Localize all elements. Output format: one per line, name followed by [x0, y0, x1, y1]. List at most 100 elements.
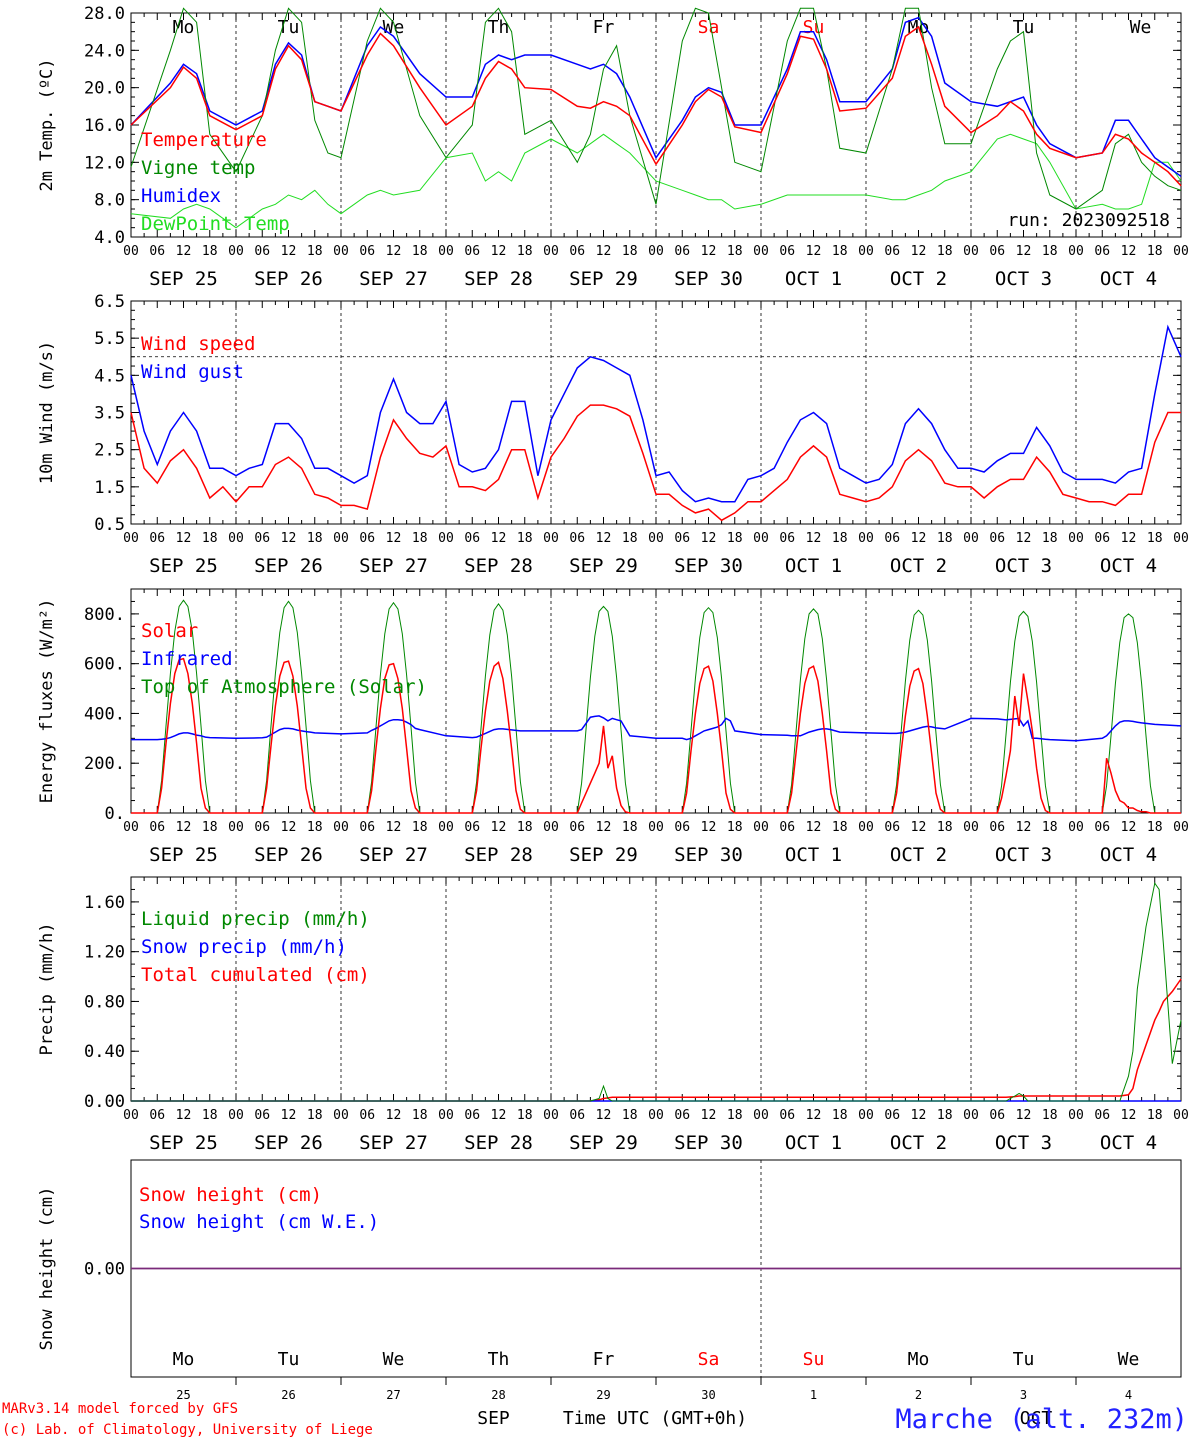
hour-tick-label: 00	[648, 1108, 664, 1123]
panel-4: 0.00 0.40 0.80 1.20 1.60 Precip (mm/h) 00 06 12 1…	[37, 876, 1189, 1154]
hour-tick-label: 00	[543, 531, 559, 546]
hour-tick-label: 12	[806, 531, 822, 546]
hour-tick-label: 12	[491, 244, 507, 259]
hour-tick-label: 06	[464, 531, 480, 546]
footer: MARv3.14 model forced by GFS (c) Lab. of…	[2, 1401, 1188, 1438]
legend-entry: Temperature	[141, 129, 267, 151]
series-line	[130, 7, 1182, 210]
weekday-label: Tu	[1013, 17, 1035, 38]
panel-3: 0. 200. 400. 600. 800. Energy fluxes (W/m²) 00…	[37, 588, 1189, 866]
hour-tick-label: 06	[674, 820, 690, 835]
legend-entry: Total cumulated (cm)	[141, 964, 370, 986]
hour-tick-label: 18	[202, 820, 218, 835]
date-label: SEP 28	[464, 844, 533, 866]
hour-tick-label: 00	[858, 244, 874, 259]
hour-tick-label: 00	[438, 820, 454, 835]
hour-tick-label: 00	[1068, 244, 1084, 259]
hour-tick-label: 18	[517, 820, 533, 835]
date-label: OCT 2	[890, 555, 947, 577]
legend-entry: DewPoint Temp	[141, 213, 290, 235]
hour-tick-label: 12	[596, 1108, 612, 1123]
hour-tick-label: 12	[806, 244, 822, 259]
hour-tick-label: 12	[911, 531, 927, 546]
day-number: 26	[281, 1388, 295, 1402]
hour-tick-label: 00	[438, 531, 454, 546]
hour-tick-label: 06	[779, 244, 795, 259]
y-tick-label: 800.	[84, 605, 125, 625]
y-tick-label: 5.5	[94, 329, 125, 349]
hour-tick-label: 00	[1173, 244, 1189, 259]
station-label: Marche (alt. 232m)	[895, 1404, 1188, 1435]
hour-tick-label: 18	[202, 244, 218, 259]
date-label: OCT 4	[1100, 1132, 1157, 1154]
legend-entry: Solar	[141, 620, 198, 642]
hour-tick-label: 12	[176, 1108, 192, 1123]
hour-tick-label: 12	[386, 1108, 402, 1123]
hour-tick-label: 12	[806, 820, 822, 835]
hour-tick-label: 12	[911, 1108, 927, 1123]
hour-tick-label: 12	[911, 820, 927, 835]
hour-tick-label: 00	[753, 531, 769, 546]
plot-frame	[130, 300, 1182, 525]
date-label: SEP 26	[254, 844, 323, 866]
date-label: SEP 29	[569, 1132, 638, 1154]
hour-tick-label: 18	[202, 531, 218, 546]
series-line	[130, 324, 1182, 503]
y-tick-label: 0.	[105, 804, 125, 824]
date-label: OCT 3	[995, 555, 1052, 577]
hour-tick-label: 12	[281, 244, 297, 259]
hour-tick-label: 06	[569, 1108, 585, 1123]
weekday-label: Fr	[593, 1349, 615, 1370]
date-label: SEP 30	[674, 1132, 743, 1154]
hour-tick-label: 18	[1042, 820, 1058, 835]
date-label: OCT 4	[1100, 844, 1157, 866]
hour-tick-label: 12	[176, 820, 192, 835]
series-line	[131, 881, 1182, 1102]
hour-tick-label: 18	[622, 531, 638, 546]
date-label: OCT 2	[890, 1132, 947, 1154]
hour-tick-label: 06	[989, 1108, 1005, 1123]
date-label: SEP 27	[359, 844, 428, 866]
month-label: OCT	[1020, 1408, 1053, 1429]
legend-entry: Humidex	[141, 185, 221, 207]
day-number: 29	[596, 1388, 610, 1402]
hour-tick-label: 12	[281, 531, 297, 546]
hour-tick-label: 06	[359, 820, 375, 835]
hour-tick-label: 18	[937, 820, 953, 835]
date-label: OCT 1	[785, 268, 842, 290]
hour-tick-label: 18	[412, 820, 428, 835]
hour-tick-label: 06	[254, 531, 270, 546]
y-axis-title: 10m Wind (m/s)	[37, 341, 57, 484]
y-tick-label: 16.0	[84, 116, 125, 136]
date-label: SEP 25	[149, 844, 218, 866]
date-label: SEP 26	[254, 268, 323, 290]
hour-tick-label: 18	[727, 531, 743, 546]
date-label: OCT 2	[890, 844, 947, 866]
day-number: 3	[1020, 1388, 1027, 1402]
weekday-label: Tu	[278, 17, 300, 38]
weekday-label: We	[1130, 17, 1152, 38]
hour-tick-label: 00	[963, 1108, 979, 1123]
hour-tick-label: 06	[1094, 531, 1110, 546]
hour-tick-label: 12	[806, 1108, 822, 1123]
legend-entry: Wind gust	[141, 361, 244, 383]
hour-tick-label: 18	[307, 531, 323, 546]
date-label: SEP 30	[674, 555, 743, 577]
hour-tick-label: 18	[727, 244, 743, 259]
hour-tick-label: 12	[701, 531, 717, 546]
hour-tick-label: 18	[412, 1108, 428, 1123]
hour-tick-label: 06	[674, 244, 690, 259]
hour-tick-label: 06	[779, 820, 795, 835]
weekday-label: We	[1118, 1349, 1140, 1370]
hour-tick-label: 00	[858, 1108, 874, 1123]
hour-tick-label: 06	[1094, 1108, 1110, 1123]
hour-tick-label: 12	[1121, 820, 1137, 835]
hour-tick-label: 06	[464, 1108, 480, 1123]
legend-entry: Top of Atmosphere (Solar)	[141, 676, 427, 698]
hour-tick-label: 00	[123, 1108, 139, 1123]
date-label: OCT 3	[995, 1132, 1052, 1154]
date-label: SEP 29	[569, 268, 638, 290]
weekday-label: Su	[803, 1349, 825, 1370]
panels: 4.0 8.0 12.0 16.0 20.0 24.0 28.0 2m Temp. (ºC) 0…	[37, 4, 1189, 1429]
hour-tick-label: 12	[176, 244, 192, 259]
